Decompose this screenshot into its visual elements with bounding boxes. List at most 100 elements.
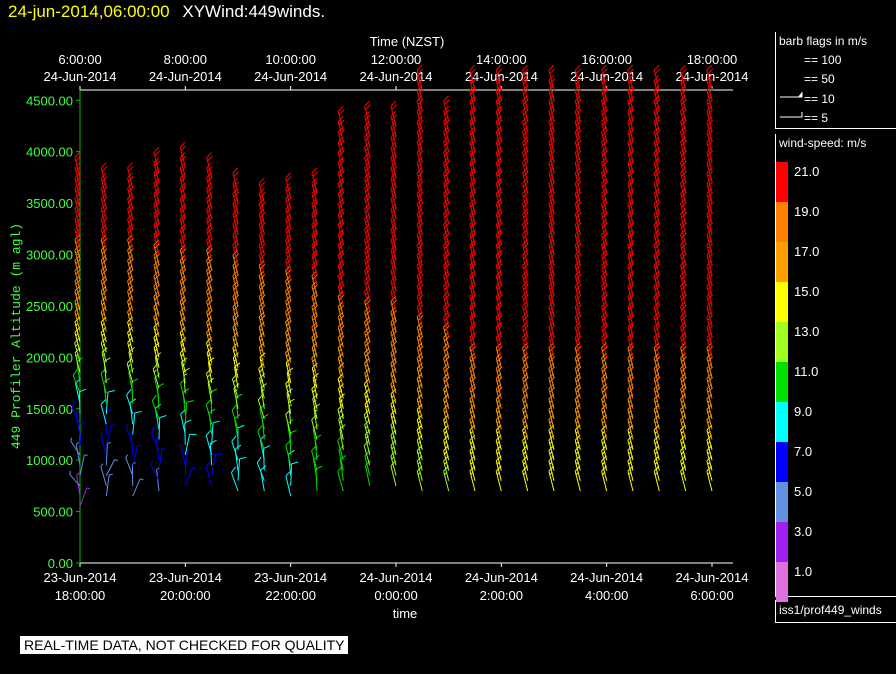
wind-barb bbox=[337, 105, 345, 132]
wind-barb bbox=[151, 394, 160, 420]
wind-barb bbox=[256, 456, 265, 481]
wind-barb bbox=[105, 442, 111, 466]
top-tick-time: 16:00:00 bbox=[581, 52, 632, 67]
wind-barb bbox=[495, 64, 503, 91]
wind-barb bbox=[211, 453, 223, 476]
speed-legend-label: 9.0 bbox=[794, 404, 813, 419]
wind-barb bbox=[100, 162, 108, 188]
bottom-tick-time: 2:00:00 bbox=[480, 588, 523, 603]
wind-barb bbox=[337, 435, 344, 461]
barb-legend-50: == 50 bbox=[804, 72, 835, 86]
wind-barb bbox=[290, 461, 299, 486]
speed-legend-label: 11.0 bbox=[794, 364, 819, 379]
y-axis: 449 Profiler Altitude (m agl) 0.00 500.00… bbox=[9, 90, 81, 571]
wind-barb bbox=[258, 363, 265, 389]
bottom-tick-time: 20:00:00 bbox=[160, 588, 211, 603]
wind-barb bbox=[653, 64, 661, 91]
wind-barb bbox=[337, 465, 344, 492]
bottom-tick-time: 4:00:00 bbox=[585, 588, 628, 603]
speed-legend-item: 1.0 bbox=[776, 562, 896, 602]
top-tick-time: 6:00:00 bbox=[58, 52, 101, 67]
y-tick-label: 4000.00 bbox=[26, 145, 73, 160]
top-tick-date: 24-Jun-2014 bbox=[44, 69, 117, 84]
wind-barb bbox=[131, 462, 136, 486]
y-tick-label: 4500.00 bbox=[26, 93, 73, 108]
speed-color-swatch bbox=[776, 482, 788, 522]
wind-barb bbox=[74, 152, 82, 178]
bottom-tick-date: 24-Jun-2014 bbox=[570, 570, 643, 585]
speed-legend-item: 9.0 bbox=[776, 402, 896, 442]
speed-legend-item: 19.0 bbox=[776, 202, 896, 242]
wind-barb bbox=[258, 177, 266, 204]
wind-barb bbox=[184, 400, 194, 425]
wind-barb bbox=[151, 426, 160, 451]
barb-100-flag bbox=[798, 92, 802, 97]
y-tick-label: 2500.00 bbox=[26, 299, 73, 314]
speed-color-swatch bbox=[776, 362, 788, 402]
bottom-tick-time: 18:00:00 bbox=[55, 588, 106, 603]
wind-barb bbox=[79, 421, 86, 445]
wind-barb bbox=[337, 404, 344, 430]
top-tick-date: 24-Jun-2014 bbox=[149, 69, 222, 84]
wind-barb bbox=[158, 415, 167, 440]
wind-barb bbox=[132, 478, 144, 497]
y-tick-label: 0.00 bbox=[48, 556, 73, 571]
wind-barb bbox=[259, 434, 266, 461]
wind-barb bbox=[126, 357, 134, 384]
wind-barb bbox=[75, 441, 81, 466]
wind-barb bbox=[231, 435, 239, 461]
top-tick-date: 24-Jun-2014 bbox=[570, 69, 643, 84]
barb-legend-title: barb flags in m/s bbox=[779, 34, 868, 48]
wind-barb bbox=[231, 404, 239, 430]
wind-barb bbox=[205, 429, 213, 456]
wind-barb bbox=[237, 456, 247, 481]
wind-barb bbox=[126, 389, 134, 415]
barb-legend: barb flags in m/s == 100 == 50 == 10 == … bbox=[775, 32, 896, 129]
wind-barb bbox=[469, 64, 477, 91]
speed-color-swatch bbox=[776, 562, 788, 602]
wind-barb bbox=[627, 64, 635, 91]
wind-barb bbox=[76, 472, 81, 497]
wind-barb bbox=[416, 64, 424, 91]
speed-color-swatch bbox=[776, 162, 788, 202]
wind-barb bbox=[125, 423, 134, 445]
wind-barb bbox=[105, 459, 118, 476]
plot-title: 24-jun-2014,06:00:00 XYWind:449winds. bbox=[8, 2, 325, 22]
title-datetime: 24-jun-2014,06:00:00 bbox=[8, 2, 170, 21]
bottom-tick-date: 23-Jun-2014 bbox=[254, 570, 327, 585]
speed-legend-title: wind-speed: m/s bbox=[779, 136, 867, 150]
wind-barbs bbox=[69, 64, 714, 507]
top-tick-time: 10:00:00 bbox=[265, 52, 316, 67]
wind-barb bbox=[79, 454, 88, 476]
bottom-time-axis: time 23-Jun-2014 18:00:00 23-Jun-2014 20:00… bbox=[44, 562, 749, 621]
wind-barb bbox=[105, 473, 113, 497]
wind-barb bbox=[285, 172, 292, 199]
wind-barb bbox=[100, 432, 107, 456]
bottom-tick-time: 22:00:00 bbox=[265, 588, 316, 603]
wind-barb bbox=[390, 100, 398, 127]
wind-barb bbox=[179, 141, 187, 168]
wind-barb bbox=[338, 393, 345, 420]
wind-barb bbox=[205, 399, 213, 425]
wind-barb bbox=[574, 64, 582, 91]
wind-barb bbox=[230, 466, 239, 492]
bottom-tick-time: 6:00:00 bbox=[690, 588, 733, 603]
quality-warning: REAL-TIME DATA, NOT CHECKED FOR QUALITY bbox=[20, 636, 349, 654]
wind-barb bbox=[105, 424, 116, 445]
wind-barb bbox=[100, 463, 107, 487]
top-tick-time: 14:00:00 bbox=[476, 52, 527, 67]
wind-barb bbox=[680, 64, 687, 91]
speed-legend-item: 21.0 bbox=[776, 162, 896, 202]
wind-barb bbox=[522, 64, 529, 91]
wind-barb bbox=[231, 373, 239, 399]
speed-legend-label: 17.0 bbox=[794, 244, 820, 259]
barb-legend-10: == 10 bbox=[804, 92, 835, 106]
top-tick-time: 18:00:00 bbox=[687, 52, 738, 67]
top-tick-time: 8:00:00 bbox=[164, 52, 207, 67]
top-tick-time: 12:00:00 bbox=[371, 52, 422, 67]
speed-legend-label: 21.0 bbox=[794, 164, 820, 179]
wind-barb bbox=[365, 460, 372, 486]
wind-barb bbox=[443, 95, 450, 121]
bottom-tick-time: 0:00:00 bbox=[374, 588, 417, 603]
